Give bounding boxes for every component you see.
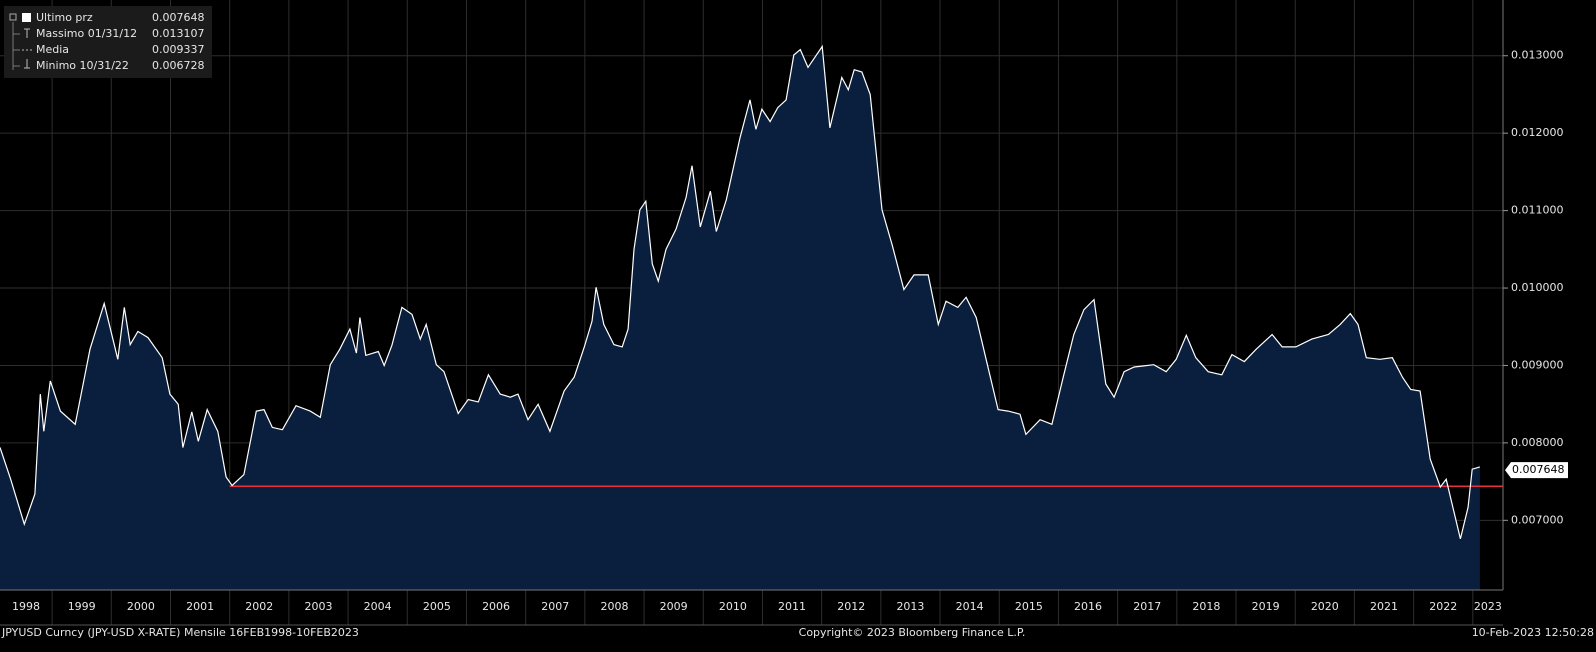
axis-layer: 0.007000 0.008000 0.009000 0.010000 0.011000… — [0, 0, 1568, 626]
x-tick-label: 2005 — [423, 600, 451, 613]
legend-value: 0.009337 — [152, 43, 205, 56]
legend-value: 0.007648 — [152, 11, 205, 24]
y-tick-label: 0.008000 — [1511, 436, 1564, 449]
x-tick-label: 1999 — [68, 600, 96, 613]
x-tick-label: 2015 — [1015, 600, 1043, 613]
y-tick-label: 0.012000 — [1511, 126, 1564, 139]
x-tick-label: 2019 — [1252, 600, 1280, 613]
plot-layer — [0, 44, 1503, 590]
y-tick-label: 0.007000 — [1511, 513, 1564, 526]
x-tick-label: 2022 — [1429, 600, 1457, 613]
legend: Ultimo prz 0.007648 Massimo 01/31/12 0.0… — [4, 6, 212, 78]
legend-icon-min — [24, 59, 30, 69]
footer-center: Copyright© 2023 Bloomberg Finance L.P. — [799, 626, 1026, 639]
legend-box — [4, 6, 212, 78]
x-tick-label: 2009 — [660, 600, 688, 613]
x-tick-label: 2023 — [1474, 600, 1502, 613]
x-tick-label: 2006 — [482, 600, 510, 613]
x-tick-label: 2011 — [778, 600, 806, 613]
area-fill — [0, 46, 1480, 590]
legend-label: Massimo 01/31/12 — [36, 27, 137, 40]
x-tick-label: 2017 — [1133, 600, 1161, 613]
x-tick-label: 2012 — [837, 600, 865, 613]
legend-tree — [12, 22, 20, 70]
legend-value: 0.013107 — [152, 27, 205, 40]
x-tick-label: 2007 — [541, 600, 569, 613]
legend-value: 0.006728 — [152, 59, 205, 72]
y-tick-label: 0.011000 — [1511, 204, 1564, 217]
x-tick-label: 2013 — [896, 600, 924, 613]
x-tick-label: 1998 — [12, 600, 40, 613]
legend-label: Minimo 10/31/22 — [36, 59, 129, 72]
x-tick-label: 2008 — [600, 600, 628, 613]
legend-label: Media — [36, 43, 69, 56]
x-tick-label: 2018 — [1192, 600, 1220, 613]
legend-icon-max — [24, 28, 30, 38]
legend-swatch — [22, 13, 31, 22]
legend-toggle — [9, 13, 17, 21]
x-tick-label: 2003 — [304, 600, 332, 613]
x-tick-label: 2001 — [186, 600, 214, 613]
x-tick-label: 2016 — [1074, 600, 1102, 613]
x-tick-label: 2010 — [719, 600, 747, 613]
x-tick-label: 2004 — [364, 600, 392, 613]
last-price-tag — [1505, 462, 1568, 479]
x-tick-label: 2014 — [956, 600, 984, 613]
last-price-label: 0.007648 — [1512, 463, 1565, 476]
y-tick-label: 0.013000 — [1511, 49, 1564, 62]
legend-label: Ultimo prz — [36, 11, 93, 24]
y-tick-label: 0.010000 — [1511, 281, 1564, 294]
price-line — [0, 44, 1481, 540]
x-tick-label: 2000 — [127, 600, 155, 613]
footer-right: 10-Feb-2023 12:50:28 — [1472, 626, 1594, 639]
x-tick-label: 2021 — [1370, 600, 1398, 613]
x-tick-label: 2020 — [1311, 600, 1339, 613]
x-tick-label: 2002 — [245, 600, 273, 613]
y-tick-label: 0.009000 — [1511, 358, 1564, 371]
footer-left: JPYUSD Curncy (JPY-USD X-RATE) Mensile 1… — [1, 626, 359, 639]
